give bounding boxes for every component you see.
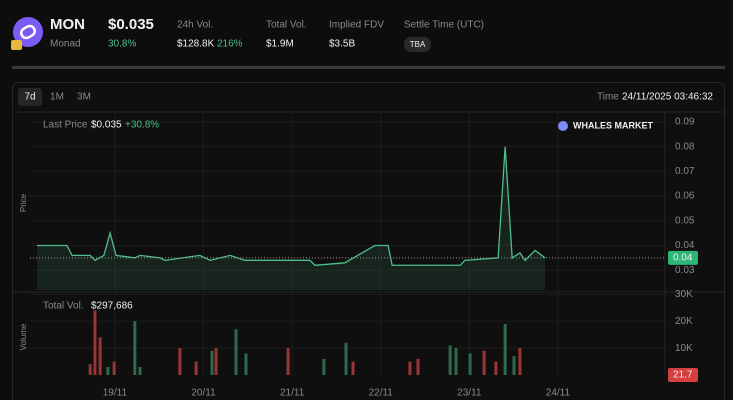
time-label: Time [597,92,619,103]
token-symbol: MON [50,16,85,33]
legend-price: $0.035 [91,120,122,131]
volume-bar [468,353,472,375]
volume-bar [178,348,182,375]
volume-bar [454,348,458,375]
price-line [37,146,546,266]
y-axis-title: Price [19,193,28,212]
brand-logo [558,121,568,131]
range-tab[interactable]: 1M [50,92,64,103]
y-axis-title: Volume [19,323,28,350]
y-tick-label: 0.07 [675,166,695,177]
x-tick-label: 24/11 [546,388,571,399]
current-volume-badge [668,367,698,382]
volume-bar [234,329,238,375]
token-change: 30.8% [108,39,136,50]
token-logo [13,17,43,47]
volume-bar [244,353,248,375]
volume-bar [88,364,92,375]
tab-highlight [18,88,42,106]
volume-bar [482,350,486,375]
volume-bar [133,321,137,375]
stat-value: $3.5B [329,39,355,50]
legend-label: Total Vol. [43,301,84,312]
chart-panel [12,82,725,400]
stat-change: 216% [217,39,243,50]
current-price-badge [668,250,698,265]
stat-label: Total Vol. [266,20,307,31]
token-name: Monad [50,39,81,50]
legend-total: $297,686 [91,301,133,312]
volume-bar [518,348,522,375]
x-tick-label: 22/11 [369,388,394,399]
volume-bar [408,361,412,375]
x-tick-label: 21/11 [280,388,305,399]
legend-change: +30.8% [125,120,159,131]
range-tab[interactable]: 7d [24,92,35,103]
current-price-label: 0.04 [673,253,693,264]
price-area [37,146,546,290]
volume-bar [194,361,198,375]
volume-bar [503,323,507,375]
stat-label: 24h Vol. [177,20,213,31]
brand-name: WHALES MARKET [573,120,653,130]
x-tick-label: 23/11 [457,388,482,399]
volume-bar [214,348,218,375]
volume-bar [138,366,142,375]
y-tick-label: 0.03 [675,265,695,276]
tba-badge [404,37,431,52]
y-tick-label: 0.08 [675,141,695,152]
y-tick-label: 0.04 [675,240,695,251]
chain-badge [11,40,22,50]
volume-bar [494,361,498,375]
volume-bar [93,310,97,375]
y-tick-label: 0.05 [675,215,695,226]
current-volume-label: 21.7 [673,370,693,381]
volume-bar [322,358,326,375]
y-tick-label: 0.06 [675,191,695,202]
volume-bar [210,350,214,375]
volume-bar [98,337,102,375]
y-tick-label: 20K [675,316,693,327]
stat-value: TBA [410,40,426,49]
stat-label: Implied FDV [329,20,384,31]
stat-value: $128.8K [177,39,215,50]
volume-bar [106,366,110,375]
volume-bar [351,361,355,375]
x-tick-label: 19/11 [103,388,128,399]
time-value: 24/11/2025 03:46:32 [622,92,713,103]
volume-bar [286,348,290,375]
volume-bar [112,361,116,375]
volume-bar [448,345,452,375]
range-tab[interactable]: 3M [77,92,91,103]
volume-bar [512,356,516,375]
y-tick-label: 10K [675,343,693,354]
legend-label: Last Price [43,120,88,131]
stat-value: $1.9M [266,39,294,50]
progress-bar [12,66,725,69]
token-price: $0.035 [108,16,154,33]
y-tick-label: 30K [675,289,693,300]
volume-bar [344,342,348,375]
volume-bar [416,358,420,375]
y-tick-label: 0.09 [675,117,695,128]
stat-label: Settle Time (UTC) [404,20,484,31]
x-tick-label: 20/11 [191,388,216,399]
token-logo-glyph [20,24,36,40]
